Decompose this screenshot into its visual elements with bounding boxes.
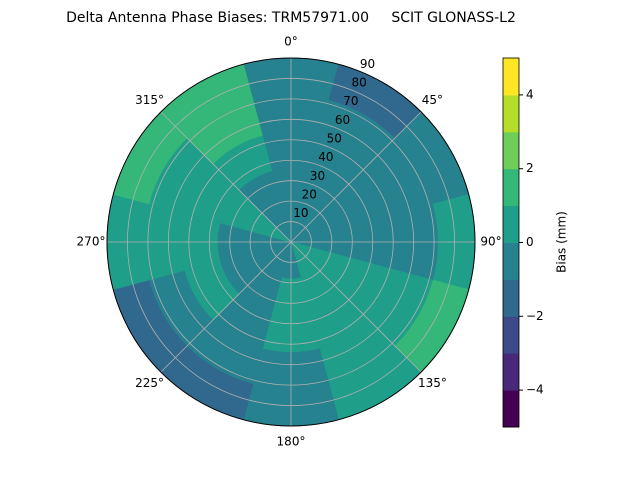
theta-tick-label: 135°	[418, 376, 447, 390]
theta-tick-label: 180°	[277, 435, 306, 449]
colorbar-band	[503, 242, 519, 280]
colorbar-band	[503, 353, 519, 391]
theta-tick-label: 90°	[480, 235, 501, 249]
r-tick-label: 30	[310, 169, 325, 183]
r-tick-label: 40	[318, 150, 333, 164]
r-tick-label: 60	[335, 113, 350, 127]
r-tick-label: 70	[343, 94, 358, 108]
colorbar-band	[503, 390, 519, 428]
colorbar-band	[503, 94, 519, 133]
grid-spoke	[290, 111, 422, 243]
theta-tick-label: 0°	[284, 35, 298, 49]
colorbar-tick-label: 2	[526, 161, 534, 175]
colorbar-band	[503, 131, 519, 170]
r-tick-label: 20	[302, 187, 317, 201]
colorbar-band	[503, 205, 519, 243]
grid-spoke	[160, 111, 292, 243]
chart-title: Delta Antenna Phase Biases: TRM57971.00 …	[66, 10, 516, 26]
colorbar-band	[503, 279, 519, 317]
grid-spoke	[160, 241, 292, 373]
theta-tick-label: 225°	[135, 376, 164, 390]
r-tick-label: 50	[327, 131, 342, 145]
colorbar-label: Bias (mm)	[555, 211, 569, 273]
r-tick-label: 90	[360, 57, 375, 71]
colorbar-tick-label: −4	[526, 383, 544, 397]
theta-tick-label: 315°	[135, 93, 164, 107]
grid-spoke	[290, 241, 422, 373]
colorbar-tick-label: −2	[526, 309, 544, 323]
colorbar-band	[503, 168, 519, 207]
colorbar-tick-label: 0	[526, 235, 534, 249]
r-tick-label: 80	[352, 75, 367, 89]
colorbar-band	[503, 316, 519, 354]
colorbar-band	[503, 58, 519, 96]
polar-frame	[106, 57, 476, 427]
colorbar-tick-label: 4	[526, 87, 534, 101]
r-tick-label: 10	[293, 206, 308, 220]
theta-tick-label: 270°	[77, 235, 106, 249]
theta-tick-label: 45°	[422, 93, 443, 107]
